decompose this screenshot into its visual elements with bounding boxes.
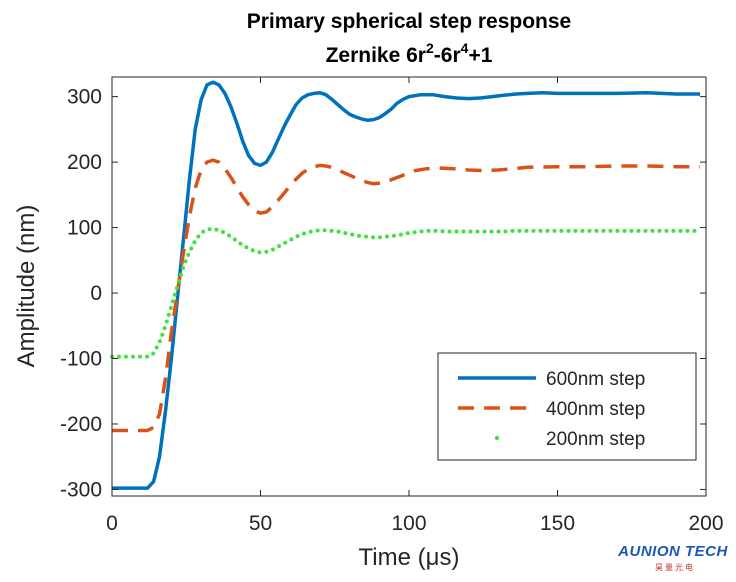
- series-line-400nm: [112, 158, 701, 433]
- x-tick-label: 0: [106, 512, 118, 535]
- y-tick-label: 100: [67, 217, 102, 240]
- x-tick-label: 100: [391, 512, 426, 535]
- x-tick-label: 50: [249, 512, 272, 535]
- y-tick-label: -300: [60, 478, 102, 501]
- series-line-600nm: [112, 80, 701, 490]
- y-tick-label: 200: [67, 151, 102, 174]
- legend: 600nm step 400nm step 200nm step: [437, 352, 697, 461]
- y-tick-label: 300: [67, 86, 102, 109]
- series-layer: [110, 80, 703, 490]
- tick-layer: 0 50 100 150 200 -300 -200 -100 0 100 200 300: [60, 77, 724, 535]
- y-tick-label: -200: [60, 413, 102, 436]
- aunion-logo: AUNION TECH 昊量光电: [617, 543, 728, 572]
- subtitle-part-c: +1: [468, 44, 492, 67]
- legend-label: 200nm step: [546, 429, 645, 450]
- y-tick-label: 0: [90, 282, 102, 305]
- logo-subtext: 昊量光电: [655, 562, 695, 572]
- legend-swatch: [494, 435, 500, 441]
- subtitle-sup-a: 2: [426, 40, 434, 56]
- logo-text: AUNION TECH: [617, 543, 728, 560]
- series-line-200nm: [110, 226, 703, 359]
- x-tick-label: 150: [540, 512, 575, 535]
- subtitle-part-a: Zernike 6r: [326, 44, 426, 67]
- y-tick-label: -100: [60, 348, 102, 371]
- x-axis-label: Time (μs): [359, 544, 460, 571]
- legend-label: 400nm step: [546, 399, 645, 420]
- y-axis-label: Amplitude (nm): [13, 205, 40, 368]
- subtitle-part-b: -6r: [434, 44, 461, 67]
- x-tick-label: 200: [688, 512, 723, 535]
- chart-subtitle: Zernike 6r2-6r4+1: [326, 40, 493, 67]
- plot-area: 0 50 100 150 200 -300 -200 -100 0 100 200 300: [60, 76, 724, 535]
- chart-title: Primary spherical step response: [247, 10, 572, 33]
- legend-box: [437, 352, 697, 461]
- subtitle-sup-b: 4: [461, 40, 469, 56]
- legend-label: 600nm step: [546, 369, 645, 390]
- legend-items: 600nm step 400nm step 200nm step: [458, 369, 645, 450]
